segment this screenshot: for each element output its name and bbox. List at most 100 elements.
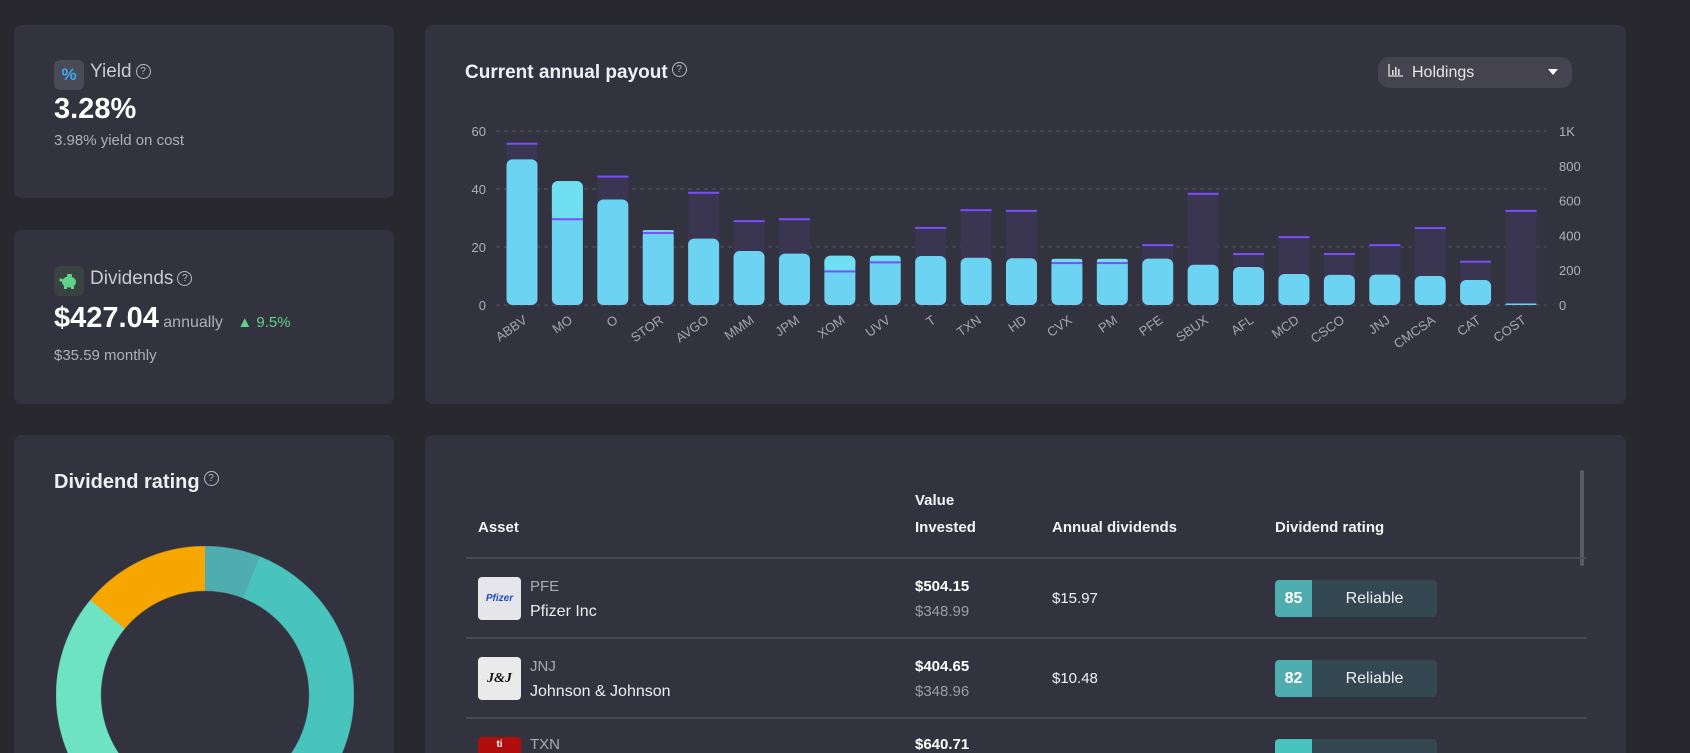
payout-bar[interactable] <box>1369 274 1401 305</box>
payout-marker <box>869 261 901 264</box>
yield-on-cost: 3.98% yield on cost <box>54 132 185 149</box>
header-divider <box>466 557 1587 559</box>
change-badge: ▲ 9.5% <box>237 314 291 331</box>
right-axis-tick: 1K <box>1559 124 1575 139</box>
category-label: AFL <box>1228 312 1256 338</box>
value-current: $404.65 <box>915 658 970 675</box>
category-label: COST <box>1491 312 1529 345</box>
left-axis-tick: 20 <box>472 240 486 255</box>
payout-bar-excess <box>1096 258 1128 264</box>
value-current: $504.15 <box>915 578 970 595</box>
payout-bar[interactable] <box>1051 258 1083 305</box>
yield-card: % Yield? 3.28% 3.98% yield on cost <box>14 25 394 198</box>
payout-marker <box>688 191 720 194</box>
payout-marker <box>1414 227 1446 230</box>
payout-bar[interactable] <box>869 255 901 305</box>
rating-label: Reliable <box>1345 589 1404 607</box>
rating-badge: 85 Reliable <box>1275 580 1437 617</box>
payout-marker <box>1505 209 1537 212</box>
table-scrollbar[interactable] <box>1580 470 1584 566</box>
payout-bar[interactable] <box>597 199 629 305</box>
header-dividend-rating[interactable]: Dividend rating <box>1275 519 1385 536</box>
payout-bar[interactable] <box>960 257 992 305</box>
payout-marker <box>733 220 765 223</box>
payout-bar[interactable] <box>778 253 810 305</box>
payout-bar[interactable] <box>1323 274 1355 305</box>
asset-ticker: JNJ <box>530 658 556 675</box>
payout-marker <box>597 175 629 178</box>
value-invested: $348.99 <box>915 603 970 620</box>
payout-bar[interactable] <box>642 230 674 305</box>
payout-bar[interactable] <box>1006 258 1037 305</box>
payout-bar[interactable] <box>688 238 720 305</box>
category-label: SBUX <box>1173 312 1211 345</box>
category-label: CAT <box>1454 312 1483 339</box>
payout-bar[interactable] <box>1096 258 1128 305</box>
dividends-period: annually <box>163 314 223 331</box>
header-value-1[interactable]: Value <box>915 492 955 509</box>
holdings-dropdown[interactable]: Holdings <box>1378 57 1572 88</box>
payout-bar[interactable] <box>1460 280 1492 305</box>
payout-bar[interactable] <box>733 251 765 305</box>
payout-bar-secondary[interactable] <box>1505 210 1537 305</box>
header-annual-dividends[interactable]: Annual dividends <box>1052 519 1178 536</box>
payout-bar-excess <box>824 255 856 272</box>
payout-bar[interactable] <box>1142 258 1174 305</box>
rating-score: 82 <box>1275 660 1312 697</box>
payout-bar[interactable] <box>506 159 538 305</box>
payout-title: Current annual payout? <box>465 62 687 84</box>
category-label: JNJ <box>1366 312 1393 337</box>
rating-badge: 82 Reliable <box>1275 660 1437 697</box>
payout-marker <box>915 226 947 229</box>
donut-segment[interactable] <box>56 546 354 753</box>
payout-marker <box>1369 244 1401 247</box>
payout-bar[interactable] <box>1187 264 1219 305</box>
asset-name: Johnson & Johnson <box>530 683 671 700</box>
payout-bar-excess <box>551 181 583 220</box>
payout-marker <box>1051 262 1083 265</box>
caret-down-icon <box>1548 69 1558 75</box>
payout-marker <box>1142 244 1174 247</box>
bar-chart-icon <box>1388 63 1403 82</box>
help-icon[interactable]: ? <box>203 471 219 486</box>
left-axis-tick: 0 <box>479 298 486 313</box>
payout-bar-excess <box>869 255 901 263</box>
right-axis-tick: 200 <box>1559 263 1581 278</box>
yield-label: Yield? <box>90 61 151 83</box>
asset-ticker: PFE <box>530 578 560 595</box>
payout-marker <box>1096 262 1128 265</box>
percent-icon: % <box>54 60 84 90</box>
payout-marker <box>960 209 992 212</box>
payout-bar[interactable] <box>1278 273 1310 305</box>
rating-donut <box>56 546 354 753</box>
payout-marker <box>1233 253 1265 256</box>
asset-ticker: TXN <box>530 736 560 753</box>
header-value-2[interactable]: Invested <box>915 519 976 536</box>
pfizer-logo: Pfizer <box>478 577 521 620</box>
dividends-value-row: $427.04 annually ▲ 9.5% <box>54 302 291 335</box>
payout-marker <box>1006 209 1037 212</box>
category-label: CMCSA <box>1391 312 1438 351</box>
help-icon[interactable]: ? <box>135 64 151 80</box>
right-axis-tick: 600 <box>1559 194 1581 209</box>
yield-value: 3.28% <box>54 93 137 125</box>
category-label: HD <box>1005 312 1029 335</box>
category-label: CSCO <box>1308 312 1347 346</box>
payout-marker <box>778 218 810 221</box>
help-icon[interactable]: ? <box>671 62 687 77</box>
payout-bar[interactable] <box>1414 276 1446 305</box>
category-label: TXN <box>954 312 984 339</box>
right-axis-tick: 400 <box>1559 228 1581 243</box>
payout-bar[interactable] <box>1505 303 1537 306</box>
category-label: PM <box>1095 312 1120 335</box>
help-icon[interactable]: ? <box>177 271 193 287</box>
payout-bar[interactable] <box>1233 267 1265 305</box>
payout-marker <box>1323 253 1355 256</box>
category-label: PFE <box>1136 312 1166 339</box>
header-asset[interactable]: Asset <box>478 519 519 536</box>
category-label: ABBV <box>493 312 530 344</box>
dropdown-value: Holdings <box>1412 63 1475 81</box>
payout-marker <box>506 142 538 145</box>
payout-bar[interactable] <box>915 255 947 305</box>
